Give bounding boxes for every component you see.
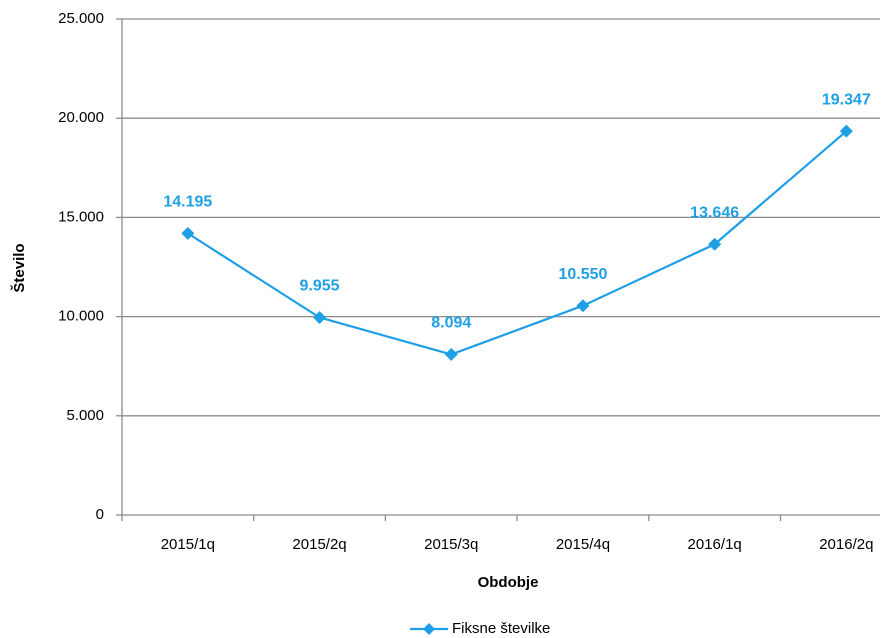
x-tick-label: 2016/2q (819, 536, 873, 553)
point-marker (444, 347, 458, 361)
legend-marker (423, 623, 435, 635)
series-line (187, 130, 848, 356)
x-tick-label: 2015/1q (161, 536, 215, 553)
x-axis-title: Obdobje (478, 574, 539, 591)
y-tick-label: 0 (96, 506, 104, 523)
point-marker (839, 124, 853, 138)
y-tick-label: 15.000 (58, 208, 104, 225)
x-tick-label: 2015/2q (292, 536, 346, 553)
data-label: 8.094 (431, 315, 471, 332)
data-label: 9.955 (300, 278, 340, 295)
data-label: 19.347 (822, 91, 871, 108)
x-tick-label: 2015/4q (556, 536, 610, 553)
data-label: 14.195 (163, 194, 212, 211)
y-axis-title: Število (10, 243, 28, 292)
legend-label: Fiksne številke (452, 620, 550, 637)
data-label: 13.646 (690, 204, 739, 221)
point-marker (313, 310, 327, 324)
x-tick-label: 2015/3q (424, 536, 478, 553)
point-marker (576, 299, 590, 313)
point-marker (708, 237, 722, 251)
y-tick-label: 5.000 (66, 407, 104, 424)
x-tick-label: 2016/1q (688, 536, 742, 553)
data-label: 10.550 (558, 266, 607, 283)
point-marker (181, 226, 195, 240)
y-tick-label: 20.000 (58, 109, 104, 126)
y-tick-label: 25.000 (58, 10, 104, 27)
y-tick-label: 10.000 (58, 308, 104, 325)
